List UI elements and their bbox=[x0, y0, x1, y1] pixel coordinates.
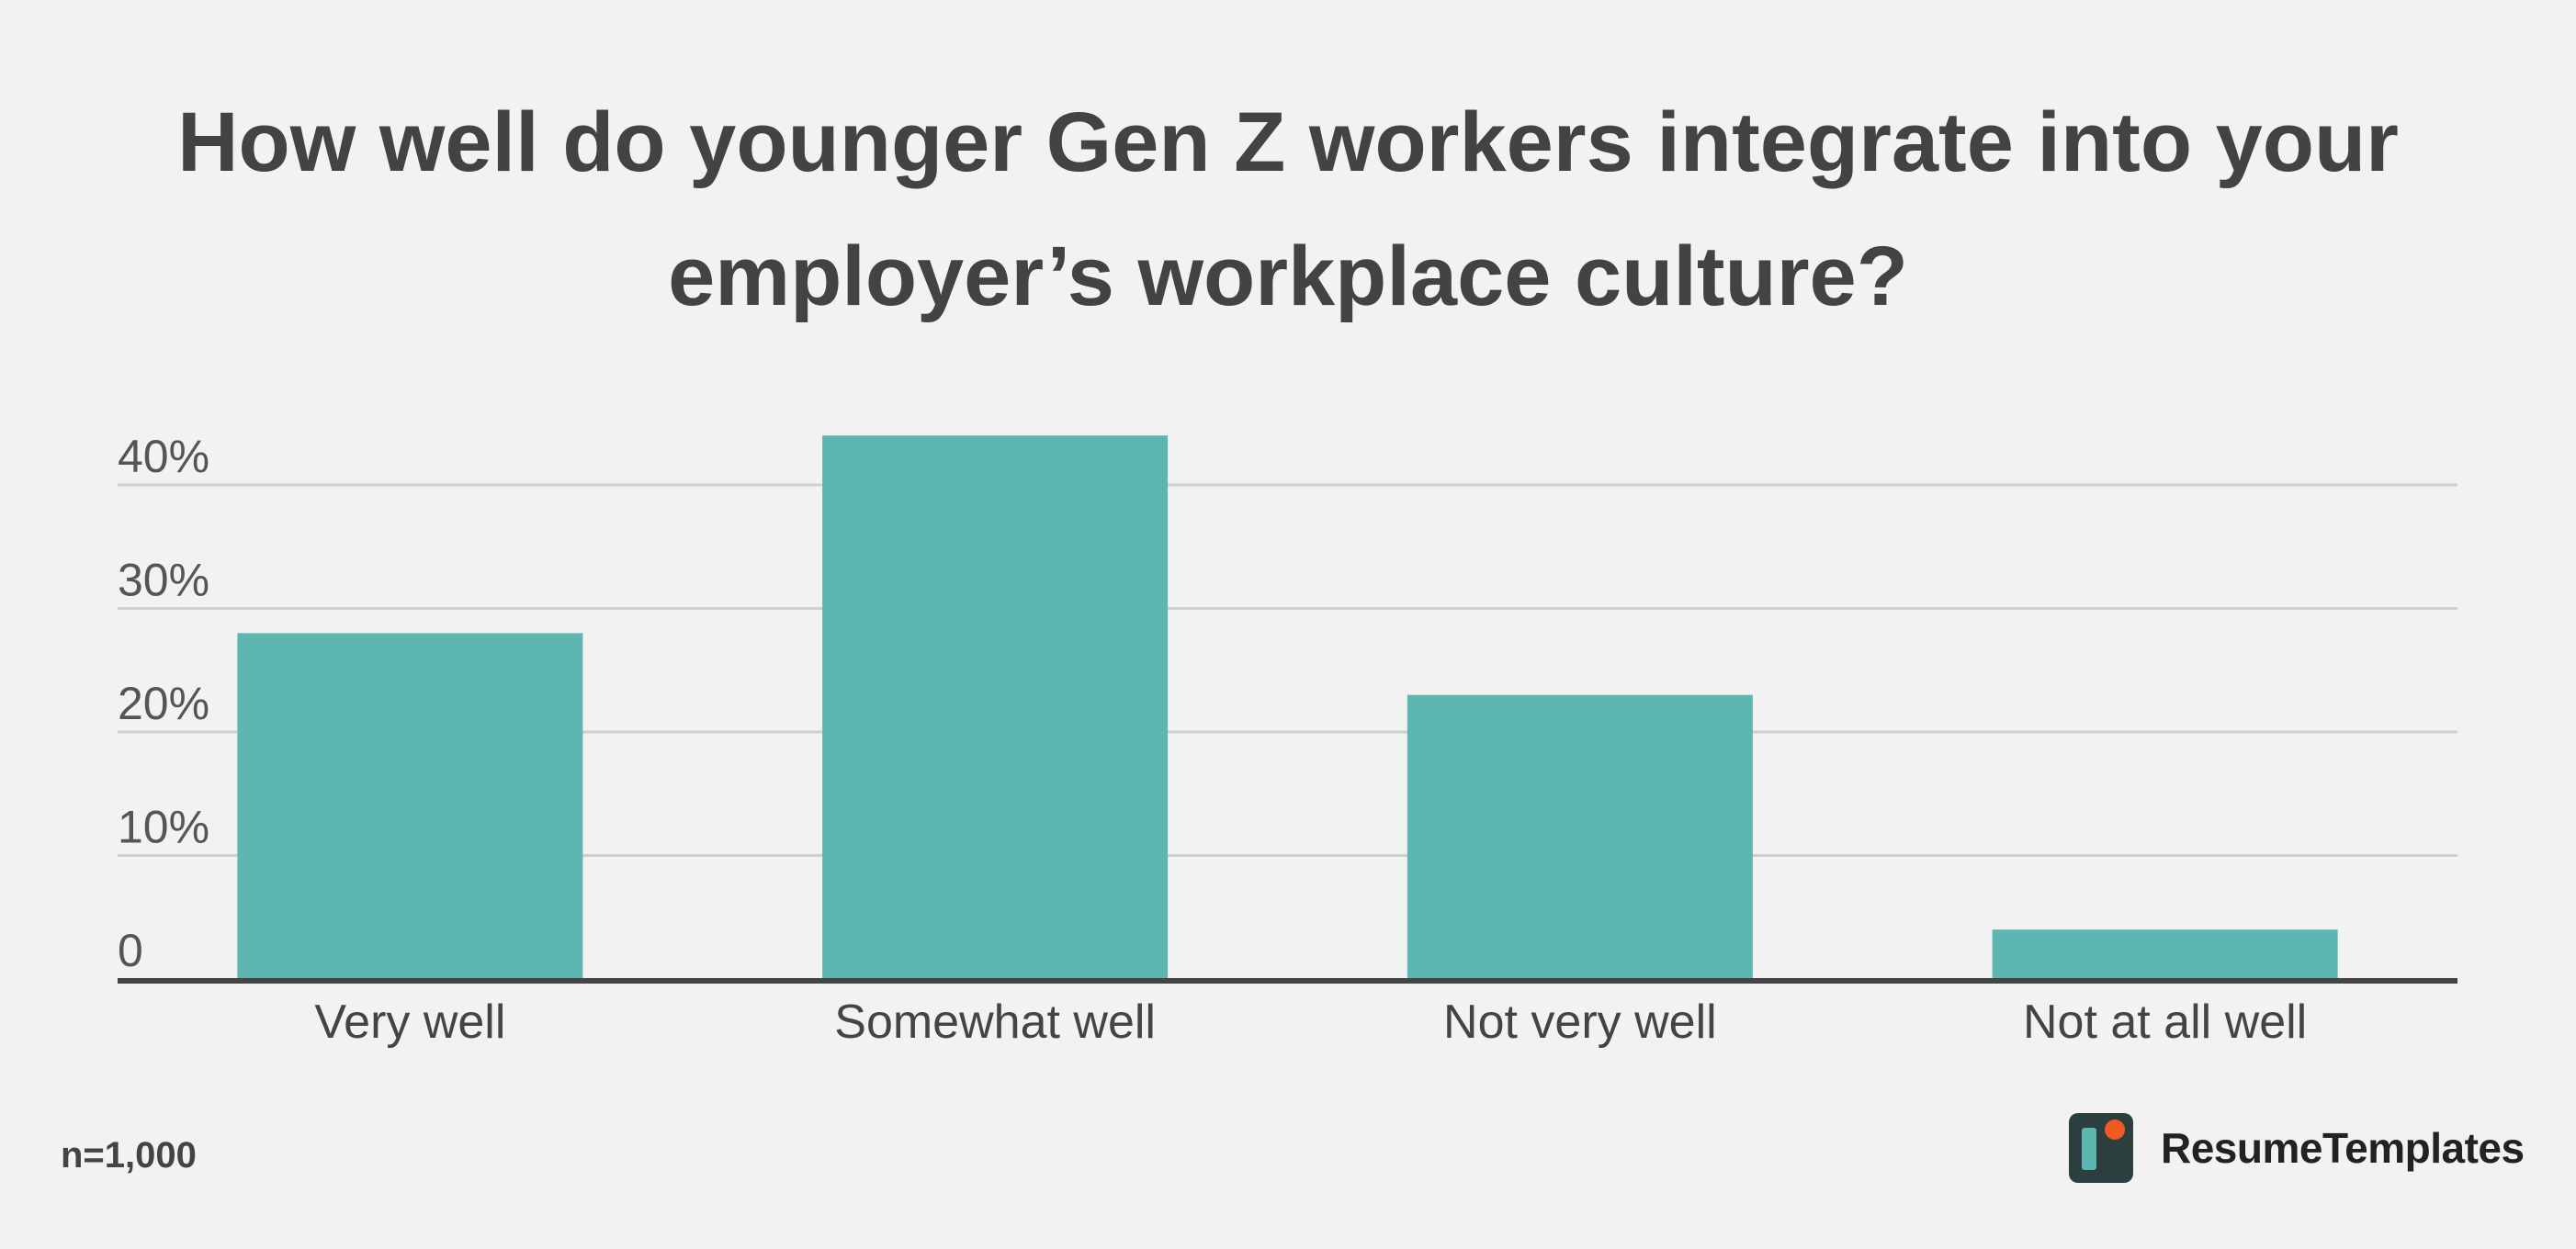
bar-chart: 0 10% 20% 30% 40% Very well Somewhat well Not … bbox=[118, 431, 2457, 1049]
chart-title: How well do younger Gen Z workers integr… bbox=[177, 96, 2399, 323]
bars bbox=[237, 435, 2338, 979]
x-category-label: Very well bbox=[314, 996, 505, 1049]
y-tick-label: 40% bbox=[118, 431, 209, 482]
brand-name: ResumeTemplates bbox=[2161, 1124, 2525, 1172]
bar-not-very-well bbox=[1407, 694, 1753, 979]
y-tick-label: 20% bbox=[118, 678, 209, 729]
y-tick-label: 30% bbox=[118, 555, 209, 606]
y-axis-ticks: 0 10% 20% 30% 40% bbox=[118, 431, 209, 976]
x-category-label: Not very well bbox=[1443, 996, 1717, 1049]
bar-somewhat-well bbox=[822, 435, 1169, 979]
y-tick-label: 10% bbox=[118, 802, 209, 853]
bar-not-at-all-well bbox=[1992, 929, 2338, 979]
x-category-label: Not at all well bbox=[2023, 996, 2307, 1049]
sample-size-note: n=1,000 bbox=[61, 1135, 197, 1176]
y-tick-label: 0 bbox=[118, 925, 143, 976]
x-category-label: Somewhat well bbox=[834, 996, 1156, 1049]
brand-logo-block: ResumeTemplates bbox=[2069, 1113, 2525, 1183]
bar-very-well bbox=[237, 633, 583, 979]
resumetemplates-logo-icon bbox=[2069, 1113, 2133, 1183]
x-axis-labels: Very well Somewhat well Not very well Not a… bbox=[314, 996, 2307, 1049]
